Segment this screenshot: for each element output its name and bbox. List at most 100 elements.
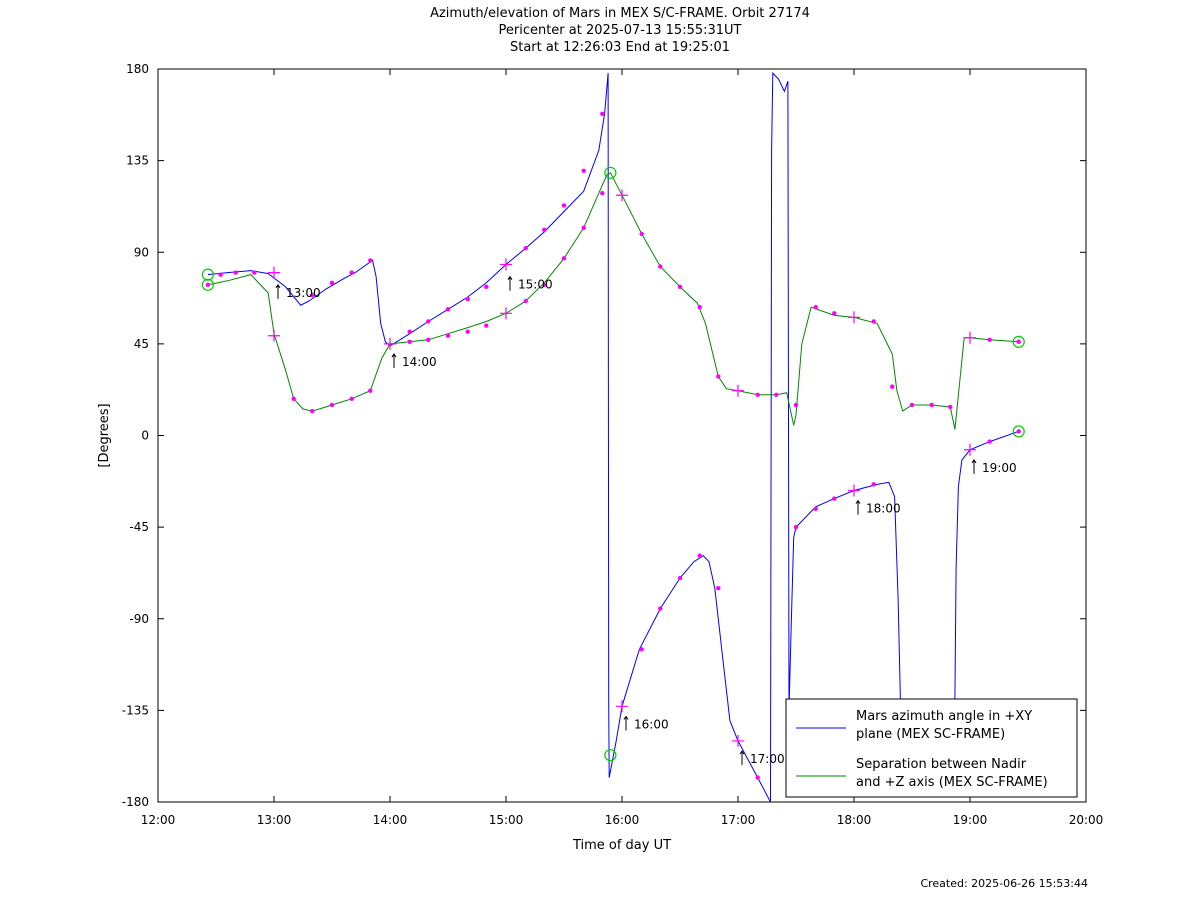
data-point-dot bbox=[639, 231, 644, 237]
data-point-dot bbox=[445, 333, 451, 338]
chart-subtitle-start-end: Start at 12:26:03 End at 19:25:01 bbox=[509, 40, 731, 55]
data-point-dot bbox=[542, 282, 547, 288]
data-point-dot bbox=[484, 284, 489, 290]
data-point-dot bbox=[929, 402, 934, 408]
data-point-dot bbox=[813, 506, 818, 511]
data-point-dot bbox=[523, 298, 528, 304]
data-point-dot bbox=[600, 111, 605, 116]
x-tick-label: 20:00 bbox=[1069, 813, 1104, 827]
data-point-dot bbox=[832, 311, 837, 316]
x-tick-label: 13:00 bbox=[257, 813, 292, 827]
data-point-dot bbox=[987, 337, 992, 343]
data-point-dot bbox=[755, 775, 760, 780]
data-point-dot bbox=[658, 606, 663, 611]
hour-cross-marker bbox=[964, 443, 976, 456]
hour-cross-marker bbox=[848, 311, 860, 324]
data-point-dot bbox=[909, 402, 915, 408]
data-point-dot bbox=[252, 270, 257, 275]
data-point-dot bbox=[218, 272, 223, 277]
data-point-dot bbox=[291, 396, 296, 402]
x-tick-label: 19:00 bbox=[953, 813, 988, 827]
data-point-dot bbox=[349, 270, 354, 275]
data-point-dot bbox=[205, 282, 211, 288]
data-point-dot bbox=[310, 408, 315, 414]
y-tick-label: 90 bbox=[134, 245, 149, 259]
data-point-dot bbox=[561, 203, 567, 208]
data-point-dot bbox=[484, 323, 489, 328]
hour-cross-marker bbox=[732, 384, 744, 397]
data-point-dot bbox=[890, 384, 895, 389]
data-point-dot bbox=[233, 270, 238, 275]
legend-label: Separation between Nadir bbox=[856, 757, 1027, 772]
data-point-dot bbox=[368, 258, 373, 263]
data-point-dot bbox=[948, 404, 953, 410]
legend-label: plane (MEX SC-FRAME) bbox=[856, 727, 1005, 742]
data-point-dot bbox=[465, 296, 470, 302]
y-tick-label: 135 bbox=[126, 154, 149, 168]
hour-annotation-arrow bbox=[855, 499, 861, 515]
x-tick-label: 16:00 bbox=[605, 813, 640, 827]
data-point-dot bbox=[832, 496, 837, 501]
data-point-dot bbox=[407, 329, 412, 334]
hour-annotation-label: 19:00 bbox=[982, 461, 1017, 475]
x-tick-label: 17:00 bbox=[721, 813, 756, 827]
hour-cross-marker bbox=[616, 700, 628, 713]
hour-annotation-label: 16:00 bbox=[634, 717, 669, 731]
chart-title: Azimuth/elevation of Mars in MEX S/C-FRA… bbox=[430, 6, 810, 21]
x-tick-label: 18:00 bbox=[837, 813, 872, 827]
hour-cross-marker bbox=[384, 337, 396, 350]
hour-cross-marker bbox=[268, 266, 280, 279]
hour-cross-marker bbox=[500, 307, 512, 320]
x-tick-label: 12:00 bbox=[141, 813, 176, 827]
y-axis-label: [Degrees] bbox=[97, 403, 112, 467]
data-point-dot bbox=[445, 307, 451, 312]
data-point-dot bbox=[697, 305, 702, 310]
legend-label: and +Z axis (MEX SC-FRAME) bbox=[856, 775, 1048, 790]
y-tick-label: 0 bbox=[141, 429, 149, 443]
data-point-dot bbox=[581, 168, 586, 174]
hour-annotation-arrow bbox=[623, 715, 629, 731]
hour-annotation-arrow bbox=[971, 459, 977, 474]
hour-cross-marker bbox=[616, 189, 628, 202]
data-point-dot bbox=[1016, 429, 1021, 434]
hour-annotation-label: 13:00 bbox=[286, 286, 321, 300]
data-point-dot bbox=[407, 339, 412, 345]
data-point-dot bbox=[639, 647, 644, 652]
data-point-dot bbox=[793, 402, 799, 408]
data-point-dot bbox=[465, 329, 470, 334]
x-tick-label: 14:00 bbox=[373, 813, 408, 827]
hour-cross-marker bbox=[964, 331, 976, 344]
hour-annotation-label: 17:00 bbox=[750, 752, 785, 766]
data-point-dot bbox=[987, 439, 992, 444]
data-point-dot bbox=[1016, 339, 1021, 345]
data-point-dot bbox=[677, 284, 683, 290]
created-timestamp: Created: 2025-06-26 15:53:44 bbox=[920, 877, 1088, 890]
data-point-dot bbox=[716, 374, 721, 379]
data-point-dot bbox=[774, 392, 779, 397]
event-circle-marker bbox=[604, 166, 617, 179]
event-circle-marker bbox=[604, 749, 617, 762]
hour-annotation-arrow bbox=[507, 275, 513, 291]
hour-annotation-arrow bbox=[275, 283, 281, 299]
data-point-dot bbox=[329, 280, 335, 285]
data-point-dot bbox=[426, 319, 431, 324]
y-tick-label: 180 bbox=[126, 62, 149, 76]
hour-cross-marker bbox=[848, 484, 860, 497]
data-point-dot bbox=[600, 191, 605, 196]
data-point-dot bbox=[561, 256, 567, 261]
hour-annotation-arrow bbox=[391, 353, 397, 369]
y-tick-label: -90 bbox=[129, 612, 149, 626]
hour-cross-marker bbox=[500, 258, 512, 271]
event-circle-marker bbox=[1012, 425, 1025, 438]
event-circle-marker bbox=[201, 278, 214, 291]
data-point-dot bbox=[793, 524, 799, 530]
data-point-dot bbox=[755, 392, 760, 397]
hour-cross-marker bbox=[268, 329, 280, 342]
hour-annotation-arrow bbox=[739, 750, 745, 766]
data-point-dot bbox=[329, 402, 335, 408]
hour-annotation-label: 18:00 bbox=[866, 502, 901, 516]
data-point-dot bbox=[310, 292, 315, 298]
data-point-dot bbox=[697, 553, 702, 558]
y-tick-label: 45 bbox=[134, 337, 149, 351]
